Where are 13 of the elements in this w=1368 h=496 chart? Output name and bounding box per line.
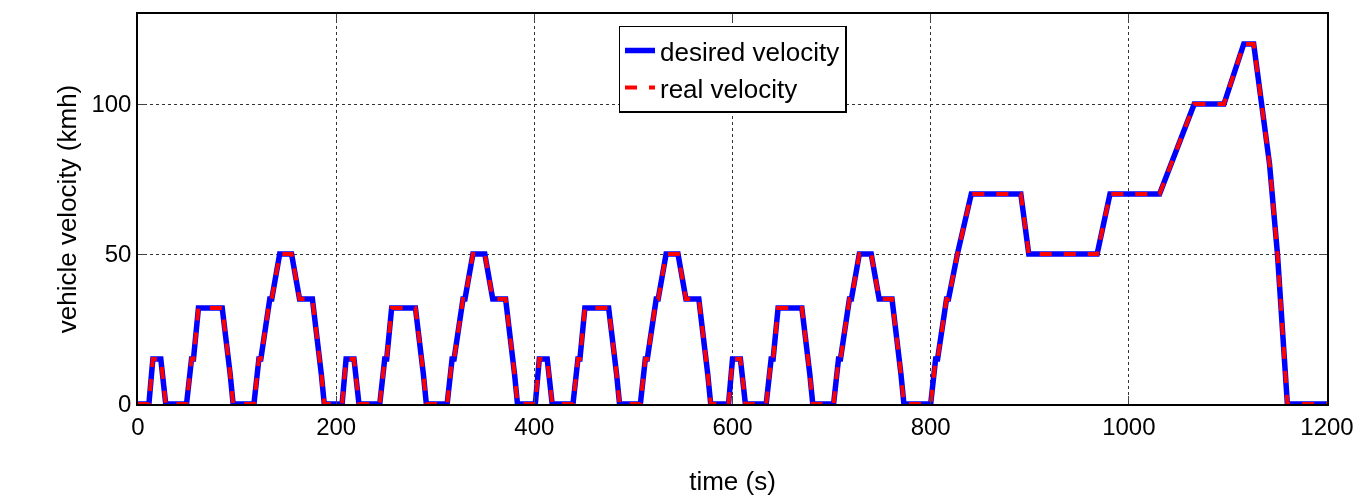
x-tick-label: 400 bbox=[514, 412, 555, 440]
y-tick-label: 100 bbox=[91, 90, 132, 118]
legend-label: desired velocity bbox=[660, 36, 840, 67]
y-tick-label: 0 bbox=[118, 390, 132, 418]
x-tick-label: 800 bbox=[910, 412, 951, 440]
x-tick-label: 600 bbox=[712, 412, 753, 440]
x-tick-label: 1000 bbox=[1102, 412, 1156, 440]
x-axis-title: time (s) bbox=[689, 466, 776, 496]
x-tick-label: 200 bbox=[316, 412, 357, 440]
x-tick-label: 1200 bbox=[1300, 412, 1354, 440]
y-axis-title: vehicle velocity (kmh) bbox=[51, 84, 82, 334]
y-tick-label: 50 bbox=[104, 240, 132, 268]
legend-label: real velocity bbox=[660, 73, 798, 104]
